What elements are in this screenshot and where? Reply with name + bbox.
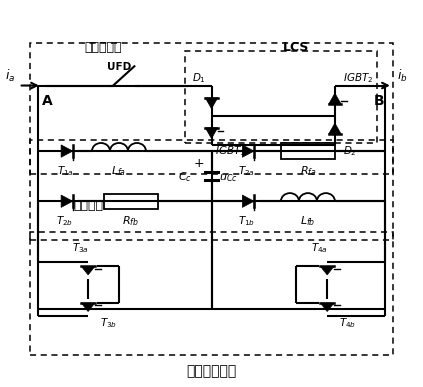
Text: $C_c$: $C_c$ [178, 170, 192, 184]
Text: $u_{Cc}$: $u_{Cc}$ [219, 172, 238, 184]
Text: +: + [193, 156, 204, 170]
Bar [104, 194, 157, 209]
Text: $i_a$: $i_a$ [5, 68, 15, 84]
Polygon shape [320, 303, 334, 312]
Text: $T_{4b}$: $T_{4b}$ [339, 317, 356, 330]
Text: $R_{fa}$: $R_{fa}$ [299, 164, 316, 178]
Text: UFD: UFD [107, 62, 131, 72]
Text: $T_{1a}$: $T_{1a}$ [57, 164, 74, 178]
Polygon shape [242, 145, 254, 157]
Polygon shape [242, 195, 254, 207]
Text: $L_{fa}$: $L_{fa}$ [111, 164, 126, 178]
Text: $IGBT_1$: $IGBT_1$ [215, 144, 246, 158]
Text: 低损耗支路: 低损耗支路 [85, 41, 122, 54]
Text: $T_{1b}$: $T_{1b}$ [238, 214, 255, 228]
Bar [30, 43, 393, 174]
Text: LCS: LCS [283, 41, 310, 54]
Text: $T_{4a}$: $T_{4a}$ [311, 241, 328, 255]
Text: $T_{2a}$: $T_{2a}$ [238, 164, 255, 178]
Polygon shape [81, 303, 95, 312]
Text: B: B [374, 94, 384, 108]
Text: $IGBT_2$: $IGBT_2$ [343, 72, 373, 86]
Polygon shape [61, 195, 73, 207]
Text: $R_{fb}$: $R_{fb}$ [122, 214, 139, 228]
Text: $D_1$: $D_1$ [192, 72, 206, 86]
Bar [30, 140, 393, 240]
Polygon shape [320, 266, 334, 275]
Polygon shape [81, 266, 95, 275]
Polygon shape [61, 145, 73, 157]
Text: $i_b$: $i_b$ [397, 68, 407, 84]
Text: 限流支路: 限流支路 [73, 199, 103, 212]
Polygon shape [205, 98, 218, 109]
Text: $D_2$: $D_2$ [343, 144, 357, 158]
Polygon shape [329, 93, 341, 104]
Bar [184, 51, 377, 143]
Bar [281, 143, 335, 159]
Text: $T_{3a}$: $T_{3a}$ [72, 241, 89, 255]
Text: $T_{3b}$: $T_{3b}$ [100, 317, 117, 330]
Text: $L_{fb}$: $L_{fb}$ [300, 214, 316, 228]
Text: A: A [42, 94, 52, 108]
Polygon shape [329, 123, 341, 134]
Polygon shape [205, 128, 218, 139]
Bar [30, 232, 393, 355]
Text: $T_{2b}$: $T_{2b}$ [56, 214, 74, 228]
Text: 电流转移支路: 电流转移支路 [187, 364, 236, 378]
